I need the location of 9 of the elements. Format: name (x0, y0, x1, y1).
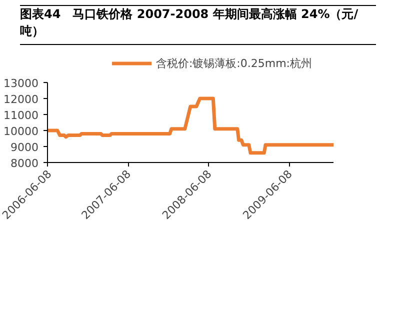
line-series (48, 96, 334, 155)
legend-label: 含税价:镀锡薄板:0.25mm:杭州 (156, 56, 312, 70)
y-tick-label: 12000 (4, 93, 39, 106)
y-tick-label: 8000 (10, 157, 39, 170)
y-tick-label: 9000 (10, 141, 39, 154)
chart-title: 图表44 马口铁价格 2007-2008 年期间最高涨幅 24%（元/吨） (20, 6, 360, 40)
y-tick-label: 13000 (4, 77, 39, 90)
y-tick-label: 10000 (4, 125, 39, 138)
y-tick-label: 11000 (4, 109, 39, 122)
